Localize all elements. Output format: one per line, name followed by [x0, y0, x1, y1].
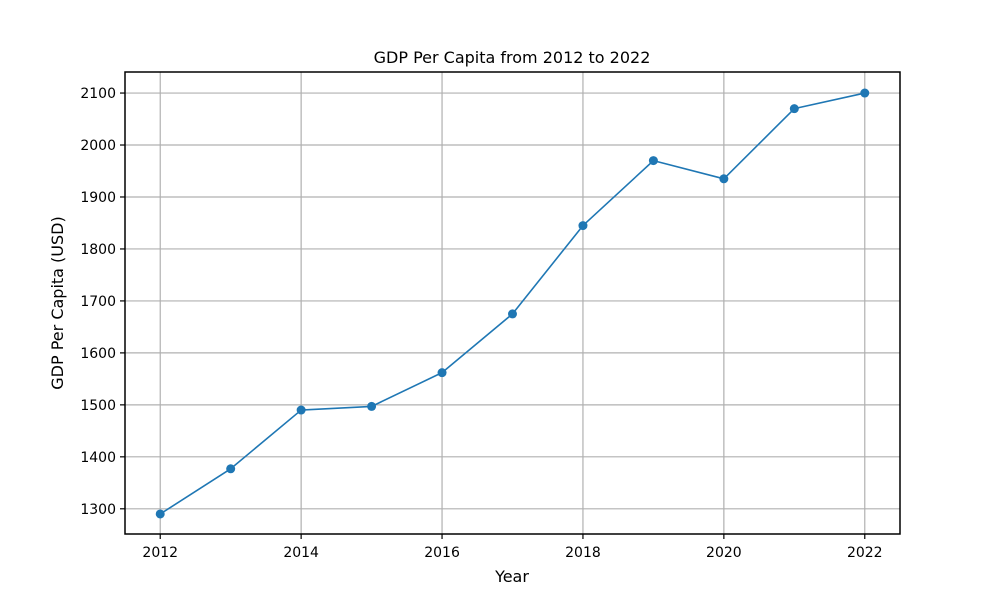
x-tick-label: 2022	[847, 545, 883, 561]
data-point	[789, 104, 799, 114]
x-tick-label: 2014	[283, 545, 319, 561]
y-tick-label: 2100	[80, 86, 116, 102]
y-tick-label: 1800	[80, 242, 116, 258]
y-tick-label: 1500	[80, 398, 116, 414]
x-tick-label: 2020	[706, 545, 742, 561]
axis-ticks: 2012 2014 2016 2018 2020 2022 1300 1400 1500 1600…	[80, 86, 882, 561]
x-axis-label: Year	[494, 567, 529, 586]
grid	[125, 72, 900, 534]
chart-title: GDP Per Capita from 2012 to 2022	[374, 48, 651, 67]
data-point	[648, 156, 658, 166]
data-point	[578, 221, 588, 231]
data-point	[226, 464, 236, 474]
x-tick-label: 2018	[565, 545, 601, 561]
data-point	[860, 88, 870, 98]
y-tick-label: 1600	[80, 346, 116, 362]
data-point	[719, 174, 729, 184]
data-point	[437, 368, 447, 378]
data-point	[367, 401, 377, 411]
data-point	[508, 309, 517, 319]
y-tick-label: 1400	[80, 450, 116, 466]
data-point	[155, 509, 165, 519]
y-tick-label: 1300	[80, 502, 116, 518]
x-tick-label: 2012	[142, 545, 178, 561]
y-tick-label: 1700	[80, 294, 116, 310]
plot-area-frame	[124, 71, 901, 535]
data-series	[155, 88, 870, 519]
data-point	[296, 405, 306, 415]
y-tick-label: 2000	[80, 138, 116, 154]
y-axis-label: GDP Per Capita (USD)	[48, 216, 67, 389]
x-tick-label: 2016	[424, 545, 460, 561]
y-tick-label: 1900	[80, 190, 116, 206]
